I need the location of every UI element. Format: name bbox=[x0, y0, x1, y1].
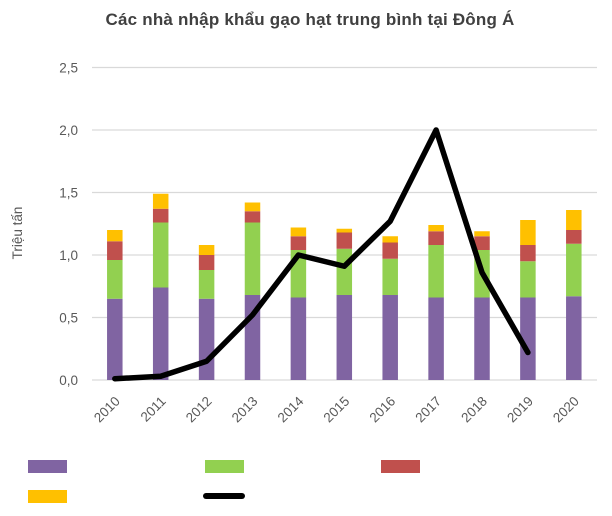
x-tick-label: 2011 bbox=[138, 394, 169, 425]
y-axis-title: Triệu tấn bbox=[10, 207, 25, 260]
bar-segment-purple-2014 bbox=[290, 297, 307, 380]
legend-swatch-purple bbox=[28, 460, 67, 473]
bar-segment-purple-2018 bbox=[474, 297, 490, 380]
bar-segment-red-2017 bbox=[428, 231, 444, 245]
bar-segment-red-2016 bbox=[382, 242, 398, 259]
bar-segment-yellow-2010 bbox=[107, 230, 123, 242]
bar-segment-red-2020 bbox=[566, 230, 582, 244]
bar-segment-green-2017 bbox=[428, 245, 444, 298]
bar-segment-purple-2010 bbox=[107, 298, 123, 380]
x-tick-label: 2018 bbox=[458, 394, 490, 426]
x-tick-label: 2014 bbox=[275, 393, 307, 425]
bar-segment-purple-2017 bbox=[428, 297, 444, 380]
legend-swatch-yellow bbox=[28, 490, 67, 503]
bar-segment-purple-2019 bbox=[520, 297, 536, 380]
bar-segment-green-2011 bbox=[152, 222, 169, 288]
chart-legend bbox=[0, 452, 612, 512]
x-tick-label: 2010 bbox=[91, 394, 123, 426]
bar-segment-yellow-2012 bbox=[198, 245, 215, 255]
x-tick-label: 2012 bbox=[183, 394, 215, 426]
line-series-black bbox=[112, 127, 531, 382]
bar-segment-green-2016 bbox=[382, 258, 398, 295]
bar-segment-yellow-2016 bbox=[382, 236, 398, 243]
y-tick-label: 1,5 bbox=[59, 186, 78, 201]
bar-segment-yellow-2019 bbox=[520, 220, 536, 245]
bar-segment-yellow-2020 bbox=[566, 210, 582, 230]
bar-segment-red-2014 bbox=[290, 236, 307, 250]
x-tick-label: 2015 bbox=[321, 394, 353, 426]
bar-segment-purple-2020 bbox=[566, 296, 582, 380]
x-tick-label: 2020 bbox=[550, 394, 582, 426]
bar-segment-red-2012 bbox=[198, 255, 215, 270]
legend-line-black bbox=[203, 493, 245, 499]
bar-segment-purple-2011 bbox=[152, 287, 169, 380]
x-tick-label: 2013 bbox=[229, 394, 261, 426]
bar-segment-red-2011 bbox=[152, 208, 169, 223]
bar-segment-red-2013 bbox=[244, 211, 261, 223]
bar-segment-purple-2016 bbox=[382, 295, 398, 380]
x-tick-label: 2017 bbox=[412, 394, 444, 426]
bar-segment-purple-2015 bbox=[336, 295, 353, 380]
plot-area: 0,0 0,5 1,0 1,5 2,0 2,5 Triệu tấn 2010 2011 2012 2… bbox=[10, 61, 597, 426]
y-tick-label: 2,0 bbox=[59, 123, 78, 138]
bar-segment-yellow-2017 bbox=[428, 225, 444, 232]
bar-segment-red-2018 bbox=[474, 236, 490, 250]
bar-segment-green-2020 bbox=[566, 243, 582, 297]
bar-segment-red-2019 bbox=[520, 245, 536, 262]
y-tick-label: 0,5 bbox=[59, 311, 78, 326]
bar-segment-green-2010 bbox=[107, 260, 123, 299]
chart-title: Các nhà nhập khẩu gạo hạt trung bình tại… bbox=[105, 10, 515, 29]
bar-segment-green-2012 bbox=[198, 270, 215, 299]
bar-segment-green-2013 bbox=[244, 222, 261, 295]
bar-segment-yellow-2013 bbox=[244, 202, 261, 212]
bar-segment-yellow-2015 bbox=[336, 228, 353, 233]
bar-segment-yellow-2014 bbox=[290, 227, 307, 237]
y-tick-label: 0,0 bbox=[59, 373, 78, 388]
y-tick-label: 1,0 bbox=[59, 248, 78, 263]
x-tick-label: 2019 bbox=[504, 394, 536, 426]
legend-swatch-green bbox=[205, 460, 244, 473]
bar-segment-red-2015 bbox=[336, 232, 353, 249]
legend-swatch-red bbox=[381, 460, 420, 473]
bar-segment-green-2019 bbox=[520, 261, 536, 298]
x-tick-label: 2016 bbox=[366, 394, 398, 426]
bar-segment-red-2010 bbox=[107, 241, 123, 260]
y-tick-label: 2,5 bbox=[59, 61, 78, 76]
bar-segment-purple-2012 bbox=[198, 298, 215, 380]
bar-segment-yellow-2018 bbox=[474, 231, 490, 237]
bar-segment-green-2015 bbox=[336, 248, 353, 295]
bar-segment-yellow-2011 bbox=[152, 193, 169, 209]
